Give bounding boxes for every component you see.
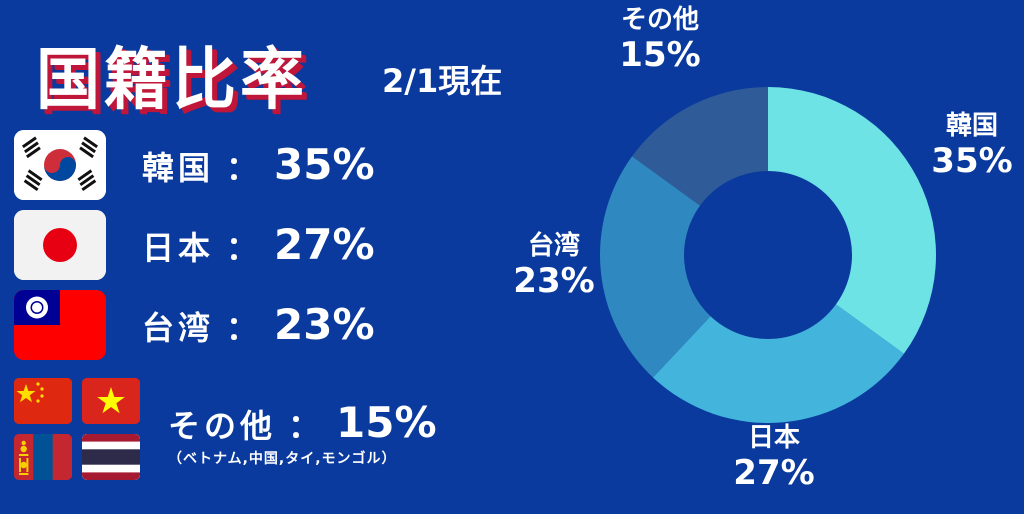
page-title: 国籍比率 — [36, 41, 308, 120]
slice-label-taiwan: 台湾 23% — [504, 231, 604, 301]
vietnam-flag-icon — [82, 378, 140, 424]
slice-label-korea: 韓国 35% — [922, 111, 1022, 181]
slice-label-name: 日本 — [747, 423, 800, 453]
legend-item-japan: 日本 ： 27% — [142, 220, 375, 269]
slice-label-value: 23% — [513, 260, 595, 301]
as-of-date: 2/1現在 — [382, 62, 503, 100]
slice-label-other: その他 15% — [600, 5, 720, 75]
legend-separator: ： — [226, 229, 259, 267]
legend-item-other: その他 ： 15% — [168, 398, 437, 447]
legend-separator: ： — [226, 149, 259, 187]
korea-flag-icon — [14, 130, 106, 200]
legend-percent: 27% — [274, 220, 375, 269]
china-flag-icon — [14, 378, 72, 424]
legend-label: 台湾 — [142, 309, 215, 347]
thailand-flag-icon — [82, 434, 140, 480]
slice-label-value: 27% — [733, 452, 815, 493]
legend-percent: 35% — [274, 140, 375, 189]
mongolia-flag-icon — [14, 434, 72, 480]
donut-slice-other — [632, 87, 768, 206]
legend-label: 韓国 — [142, 149, 215, 187]
japan-flag-icon — [14, 210, 106, 280]
slice-label-value: 35% — [931, 140, 1013, 181]
slice-label-name: 台湾 — [527, 231, 580, 261]
donut-slice-korea — [768, 87, 936, 354]
other-countries-note: （ベトナム,中国,タイ,モンゴル） — [168, 451, 397, 467]
legend-percent: 23% — [274, 300, 375, 349]
legend-label: その他 — [168, 407, 277, 445]
slice-label-value: 15% — [619, 34, 701, 75]
slice-label-name: 韓国 — [945, 111, 998, 141]
slice-label-japan: 日本 27% — [724, 423, 824, 493]
legend-item-korea: 韓国 ： 35% — [142, 140, 375, 189]
slice-label-name: その他 — [620, 5, 699, 35]
legend-item-taiwan: 台湾 ： 23% — [142, 300, 375, 349]
donut-slice-taiwan — [599, 156, 711, 378]
legend-separator: ： — [288, 407, 321, 445]
legend-label: 日本 — [142, 229, 215, 267]
taiwan-flag-icon — [14, 290, 106, 360]
legend-separator: ： — [226, 309, 259, 347]
donut-slice-japan — [652, 304, 904, 423]
legend-percent: 15% — [336, 398, 437, 447]
